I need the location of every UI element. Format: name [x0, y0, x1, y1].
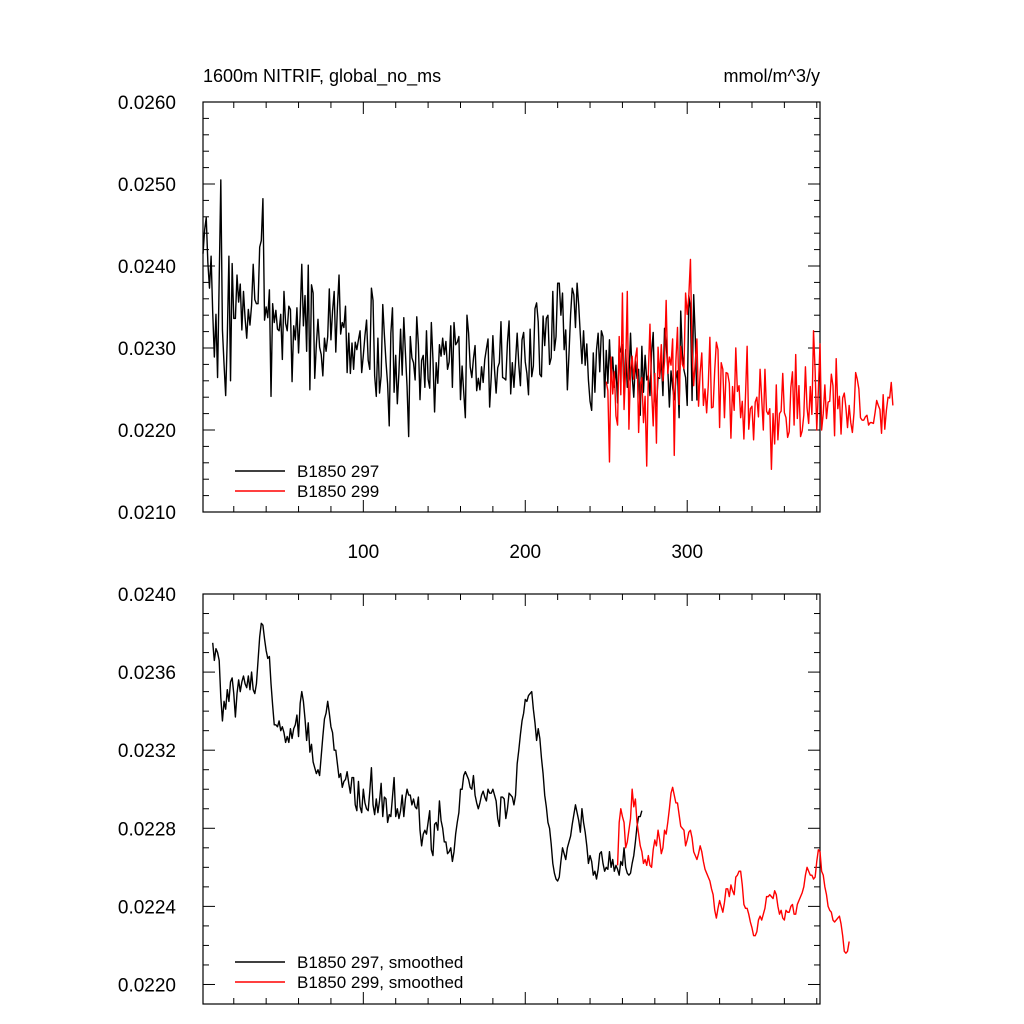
chart-title: 1600m NITRIF, global_no_ms — [203, 66, 441, 87]
chart-units: mmol/m^3/y — [724, 66, 820, 86]
bottom-y-axis: 0.0220 0.0224 0.0228 0.0232 0.0236 0.0240 — [118, 585, 820, 1005]
top-y-tick-label: 0.0250 — [118, 175, 176, 196]
bottom-legend: B1850 297, smoothed B1850 299, smoothed — [235, 953, 463, 992]
top-legend: B1850 297 B1850 299 — [235, 462, 379, 501]
top-x-tick-label: 200 — [509, 542, 541, 563]
top-series-line-299 — [605, 258, 894, 471]
bottom-y-tick-label: 0.0220 — [118, 975, 176, 996]
legend-label-299: B1850 299 — [297, 482, 379, 501]
top-y-tick-label: 0.0230 — [118, 339, 176, 360]
top-y-tick-label: 0.0220 — [118, 421, 176, 442]
bottom-series-group — [212, 622, 850, 954]
bottom-y-tick-label: 0.0236 — [118, 663, 176, 684]
bottom-y-tick-label: 0.0240 — [118, 585, 176, 606]
bottom-panel: 0.0220 0.0224 0.0228 0.0232 0.0236 0.0240 B18… — [118, 585, 850, 1005]
bottom-y-tick-label: 0.0228 — [118, 819, 176, 840]
bottom-series-line-299 — [616, 786, 850, 954]
top-y-axis: 0.0210 0.0220 0.0230 0.0240 0.0250 0.0260 — [118, 93, 820, 524]
bottom-x-axis — [233, 594, 818, 1004]
bottom-y-tick-label: 0.0224 — [118, 897, 177, 918]
legend-label-299-smoothed: B1850 299, smoothed — [297, 973, 463, 992]
bottom-y-tick-label: 0.0232 — [118, 741, 176, 762]
top-x-tick-label: 300 — [671, 542, 703, 563]
bottom-plot-frame — [202, 593, 821, 1005]
top-series-group — [202, 179, 894, 471]
top-y-tick-label: 0.0210 — [118, 503, 176, 524]
top-y-tick-label: 0.0260 — [118, 93, 176, 114]
legend-label-297-smoothed: B1850 297, smoothed — [297, 953, 463, 972]
top-plot-frame — [202, 101, 821, 513]
top-x-axis: 100 200 300 — [233, 102, 818, 563]
top-y-tick-label: 0.0240 — [118, 257, 176, 278]
top-panel: 0.0210 0.0220 0.0230 0.0240 0.0250 0.0260 100… — [118, 93, 894, 563]
top-x-tick-label: 100 — [347, 542, 379, 563]
bottom-series-line-297 — [212, 622, 643, 882]
legend-label-297: B1850 297 — [297, 462, 379, 481]
